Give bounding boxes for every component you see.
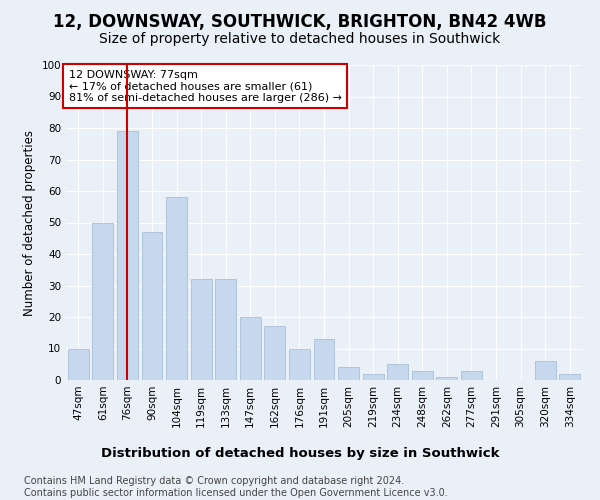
Bar — [117, 131, 138, 380]
Text: Contains HM Land Registry data © Crown copyright and database right 2024.: Contains HM Land Registry data © Crown c… — [24, 476, 404, 486]
Y-axis label: Number of detached properties: Number of detached properties — [23, 130, 36, 316]
Bar — [559, 374, 580, 380]
Bar — [387, 364, 408, 380]
Bar — [535, 361, 556, 380]
Bar — [338, 368, 359, 380]
Text: Size of property relative to detached houses in Southwick: Size of property relative to detached ho… — [100, 32, 500, 46]
Text: 12, DOWNSWAY, SOUTHWICK, BRIGHTON, BN42 4WB: 12, DOWNSWAY, SOUTHWICK, BRIGHTON, BN42 … — [53, 12, 547, 30]
Bar — [461, 370, 482, 380]
Bar — [142, 232, 163, 380]
Bar — [166, 198, 187, 380]
Text: 12 DOWNSWAY: 77sqm
← 17% of detached houses are smaller (61)
81% of semi-detache: 12 DOWNSWAY: 77sqm ← 17% of detached hou… — [68, 70, 341, 103]
Bar — [412, 370, 433, 380]
Text: Distribution of detached houses by size in Southwick: Distribution of detached houses by size … — [101, 448, 499, 460]
Bar — [265, 326, 286, 380]
Text: Contains public sector information licensed under the Open Government Licence v3: Contains public sector information licen… — [24, 488, 448, 498]
Bar — [215, 279, 236, 380]
Bar — [314, 339, 334, 380]
Bar — [68, 348, 89, 380]
Bar — [92, 222, 113, 380]
Bar — [191, 279, 212, 380]
Bar — [362, 374, 383, 380]
Bar — [436, 377, 457, 380]
Bar — [289, 348, 310, 380]
Bar — [240, 317, 261, 380]
